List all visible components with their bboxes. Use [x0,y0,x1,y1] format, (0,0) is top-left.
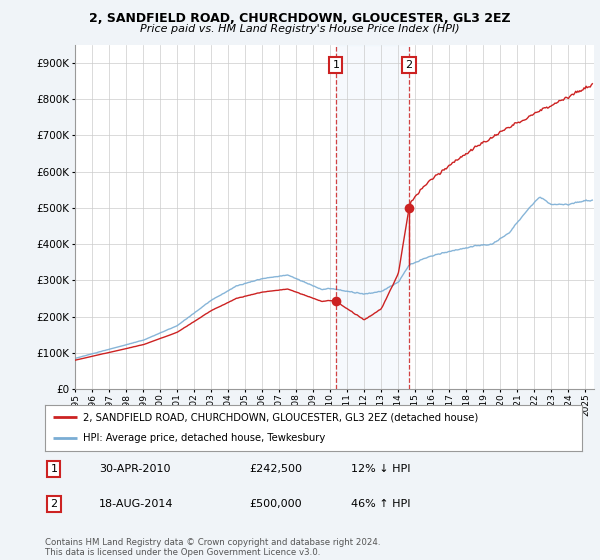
Text: 2: 2 [50,499,58,509]
Text: 1: 1 [332,60,340,70]
Bar [336,45,409,389]
Text: 18-AUG-2014: 18-AUG-2014 [98,499,173,509]
Text: 2, SANDFIELD ROAD, CHURCHDOWN, GLOUCESTER, GL3 2EZ (detached house): 2, SANDFIELD ROAD, CHURCHDOWN, GLOUCESTE… [83,412,478,422]
Text: Contains HM Land Registry data © Crown copyright and database right 2024.
This d: Contains HM Land Registry data © Crown c… [45,538,380,557]
Text: 2: 2 [406,60,413,70]
Text: 30-APR-2010: 30-APR-2010 [98,464,170,474]
Text: 46% ↑ HPI: 46% ↑ HPI [351,499,410,509]
Text: HPI: Average price, detached house, Tewkesbury: HPI: Average price, detached house, Tewk… [83,433,325,444]
Text: 2, SANDFIELD ROAD, CHURCHDOWN, GLOUCESTER, GL3 2EZ: 2, SANDFIELD ROAD, CHURCHDOWN, GLOUCESTE… [89,12,511,25]
Text: 12% ↓ HPI: 12% ↓ HPI [351,464,410,474]
Text: £500,000: £500,000 [249,499,302,509]
Text: £242,500: £242,500 [249,464,302,474]
Text: 1: 1 [50,464,58,474]
Text: Price paid vs. HM Land Registry's House Price Index (HPI): Price paid vs. HM Land Registry's House … [140,24,460,34]
